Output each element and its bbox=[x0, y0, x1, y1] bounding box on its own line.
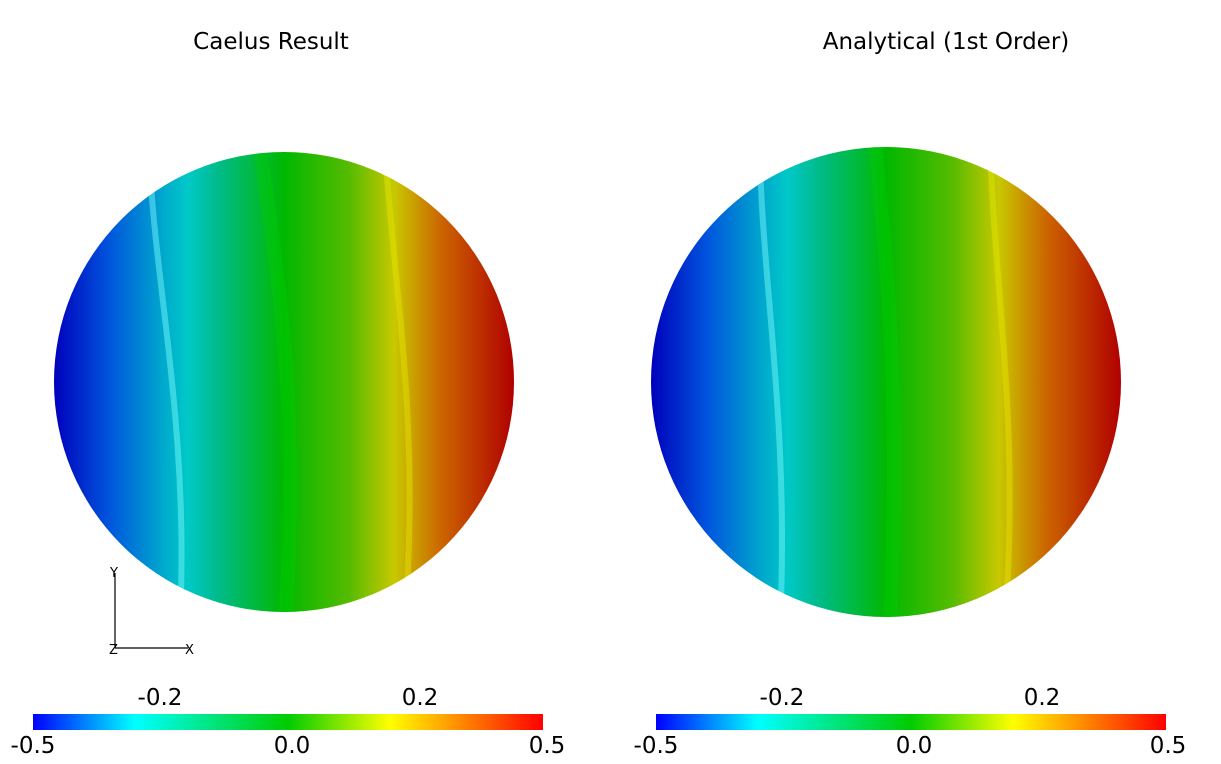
disk-analytical bbox=[651, 147, 1121, 617]
colorbar-caelus bbox=[33, 714, 543, 730]
colorbar-caelus-bottom-label: -0.5 bbox=[10, 733, 56, 759]
colorbar-analytical-bottom-label: 0.5 bbox=[1149, 733, 1187, 759]
panel-title-analytical: Analytical (1st Order) bbox=[822, 29, 1070, 55]
colorbar-caelus-bottom-label: 0.5 bbox=[528, 733, 566, 759]
colorbar-caelus-bottom-label: 0.0 bbox=[273, 733, 311, 759]
colorbar-analytical-bottom-label: 0.0 bbox=[895, 733, 933, 759]
colorbar-analytical-bottom-label: -0.5 bbox=[633, 733, 679, 759]
colorbar-analytical-top-label: -0.2 bbox=[759, 685, 805, 711]
axis-label-y: Y bbox=[109, 566, 118, 581]
orientation-axes bbox=[114, 573, 188, 649]
axis-label-z: Z bbox=[109, 643, 118, 658]
colorbar-analytical-top-label: 0.2 bbox=[1023, 685, 1061, 711]
colorbar-caelus-top-label: 0.2 bbox=[401, 685, 439, 711]
colorbar-caelus-top-label: -0.2 bbox=[137, 685, 183, 711]
panel-title-caelus: Caelus Result bbox=[193, 29, 349, 55]
disk-caelus bbox=[54, 152, 514, 612]
colorbar-analytical bbox=[656, 714, 1166, 730]
axis-label-x: X bbox=[185, 643, 194, 658]
